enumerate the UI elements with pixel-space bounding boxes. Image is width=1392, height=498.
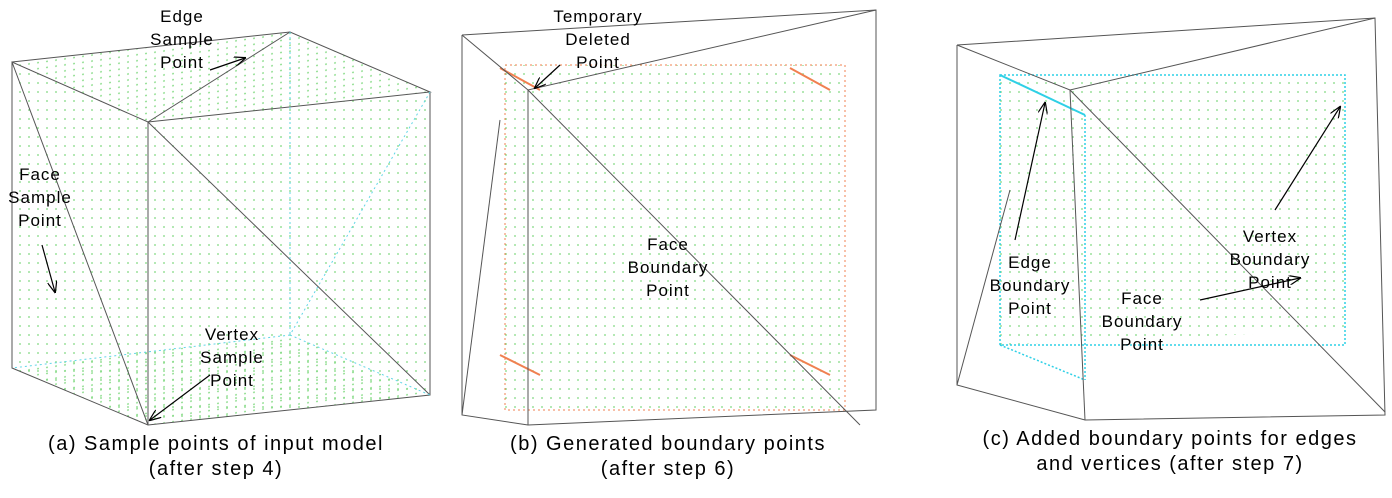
caption: (b) Generated boundary points: [510, 433, 826, 455]
figure: Edge Sample Point Face Sample Point Vertex Samp…: [0, 0, 1392, 498]
annotation: Point: [646, 281, 690, 300]
annotation: Point: [1248, 273, 1292, 292]
annotation: Edge: [1008, 253, 1052, 272]
annotation: Point: [1120, 335, 1164, 354]
annotation: Sample: [200, 348, 264, 367]
annotation: Boundary: [990, 276, 1071, 295]
caption: (after step 4): [149, 458, 283, 480]
panel-c: [957, 18, 1385, 420]
annotation: Face: [19, 165, 61, 184]
annotation: Boundary: [1230, 250, 1311, 269]
annotation: Vertex: [1243, 227, 1297, 246]
caption: (c) Added boundary points for edges: [983, 428, 1358, 450]
annotation: Face: [647, 235, 689, 254]
annotation: Sample: [150, 30, 214, 49]
annotation: Deleted: [565, 30, 631, 49]
annotation: Point: [160, 53, 204, 72]
annotation: Boundary: [1102, 312, 1183, 331]
annotation: Vertex: [205, 325, 259, 344]
caption: (a) Sample points of input model: [48, 433, 384, 455]
annotation: Sample: [8, 188, 72, 207]
caption: and vertices (after step 7): [1036, 453, 1303, 475]
annotation: Face: [1121, 289, 1163, 308]
caption: (after step 6): [601, 458, 735, 480]
annotation: Boundary: [628, 258, 709, 277]
annotation: Edge: [160, 7, 204, 26]
annotation: Point: [210, 371, 254, 390]
annotation: Temporary: [553, 7, 642, 26]
panel-b: [462, 10, 876, 425]
annotation: Point: [1008, 299, 1052, 318]
annotation: Point: [576, 53, 620, 72]
annotation: Point: [18, 211, 62, 230]
